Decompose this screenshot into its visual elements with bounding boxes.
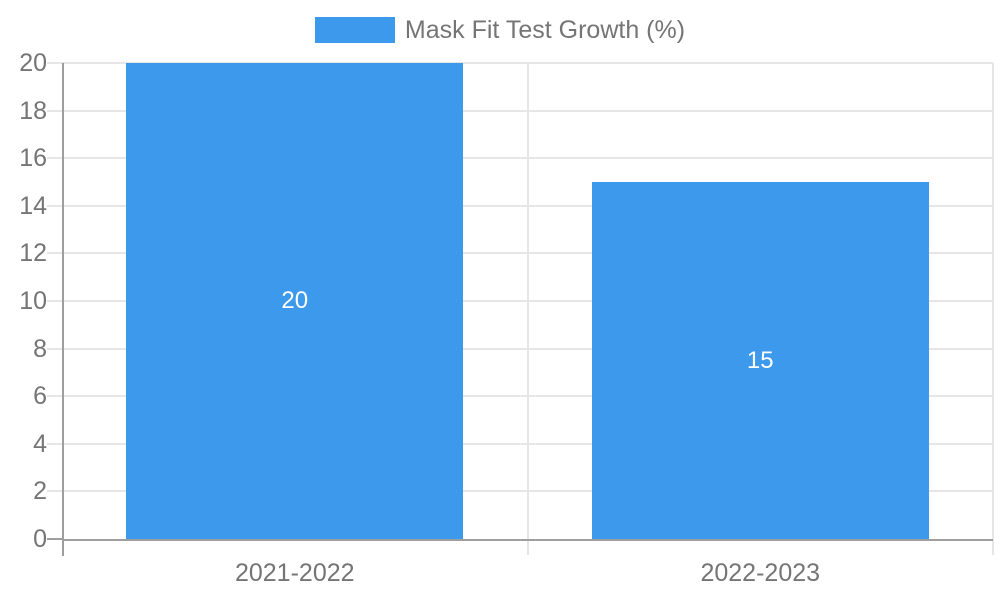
- x-category-label: 2022-2023: [700, 559, 821, 587]
- bar-value-label: 20: [281, 287, 309, 314]
- y-tick: [47, 395, 62, 398]
- y-tick: [47, 490, 62, 493]
- plot-right-border: [992, 63, 994, 555]
- y-tick: [47, 442, 62, 445]
- y-tick: [47, 347, 62, 350]
- y-axis-line: [62, 63, 64, 556]
- y-tick-label: 20: [19, 49, 47, 77]
- category-divider: [526, 63, 529, 555]
- y-tick: [47, 109, 62, 112]
- x-axis-line: [62, 539, 993, 541]
- y-tick: [47, 538, 62, 540]
- bar-value-label: 15: [746, 346, 774, 374]
- bar-2022-2023[interactable]: 15: [591, 182, 929, 539]
- y-tick-label: 16: [19, 144, 47, 173]
- y-tick-label: 4: [33, 429, 47, 458]
- y-tick-label: 2: [33, 477, 47, 506]
- y-tick: [47, 252, 62, 255]
- y-tick-label: 0: [33, 525, 47, 553]
- y-tick-label: 10: [19, 287, 47, 315]
- bar-2021-2022[interactable]: 20: [126, 63, 464, 539]
- y-tick-label: 14: [19, 191, 47, 220]
- x-category-label: 2021-2022: [234, 559, 355, 587]
- y-tick: [47, 204, 62, 207]
- y-tick: [47, 62, 62, 64]
- y-tick-label: 8: [33, 334, 47, 363]
- y-tick-label: 18: [19, 96, 47, 125]
- y-tick-label: 12: [19, 239, 47, 268]
- y-tick-label: 6: [33, 382, 47, 411]
- y-tick: [47, 157, 62, 160]
- y-tick: [47, 300, 62, 302]
